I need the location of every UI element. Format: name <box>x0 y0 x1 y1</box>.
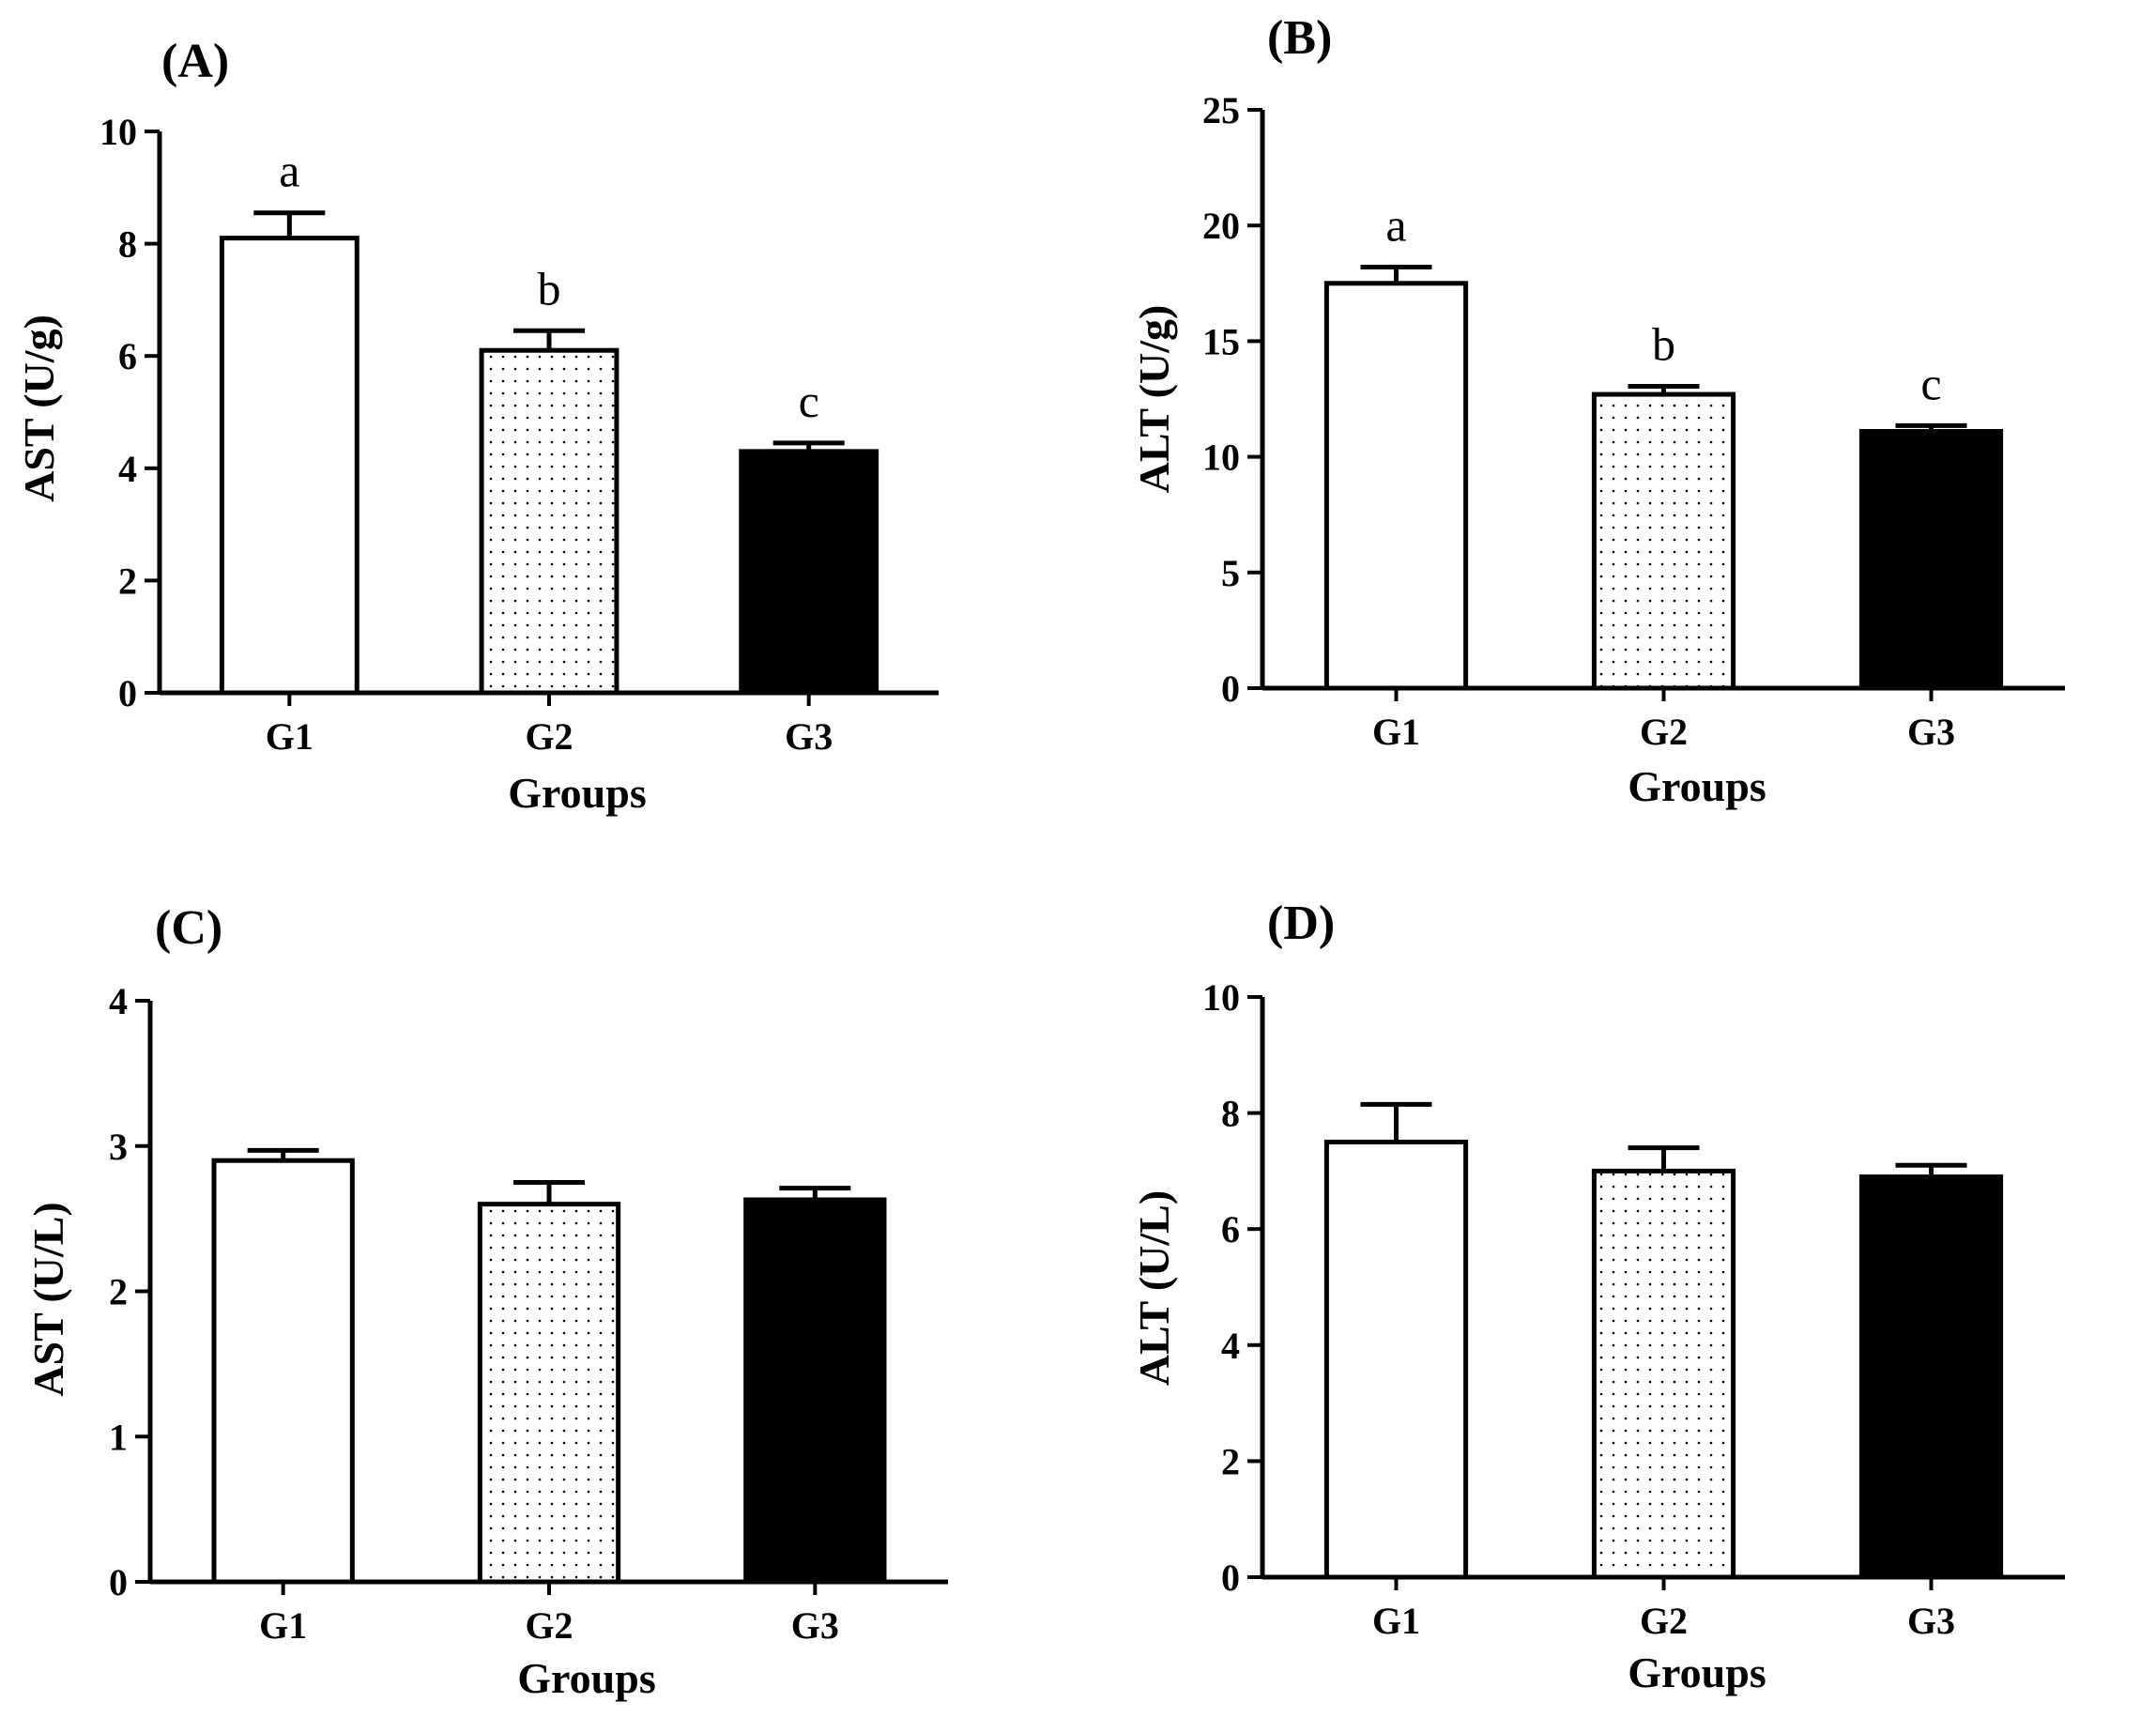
y-axis-title: AST (U/g) <box>15 314 63 502</box>
panel-a: G1 a G2 b G3 c 0 2 4 6 8 10 AST (U/g) Groups (A) <box>15 35 939 817</box>
y-axis-title: AST (U/L) <box>24 1202 72 1396</box>
y-axis-title: ALT (U/g) <box>1130 305 1178 494</box>
bar-g2 <box>479 347 619 696</box>
x-axis-title: Groups <box>1628 762 1766 810</box>
y-tick-label: 2 <box>109 1271 128 1313</box>
x-tick-label: G1 <box>259 1604 307 1647</box>
bar-g2 <box>1591 1168 1736 1580</box>
x-tick-label: G1 <box>266 715 313 758</box>
significance-label: c <box>1920 357 1941 409</box>
significance-label: b <box>538 262 561 314</box>
y-tick-label: 20 <box>1202 205 1240 247</box>
panel-b: G1 a G2 b G3 c 0 5 10 15 20 25 ALT (U/g) Groups (B) <box>1130 11 2065 810</box>
bar-g2 <box>477 1202 621 1585</box>
bar-g1 <box>1323 281 1469 691</box>
y-tick-label: 1 <box>109 1416 128 1458</box>
y-tick-label: 0 <box>1221 667 1240 710</box>
x-tick-label: G2 <box>525 1604 573 1647</box>
y-tick-label: 2 <box>118 560 137 602</box>
x-tick-label: G3 <box>791 1604 839 1647</box>
y-tick-label: 25 <box>1202 89 1240 131</box>
x-tick-label: G2 <box>1640 1600 1688 1642</box>
significance-label: a <box>279 145 299 197</box>
y-tick-label: 0 <box>118 672 137 714</box>
x-axis-title: Groups <box>517 1654 655 1702</box>
y-tick-label: 3 <box>109 1126 128 1168</box>
bar-g3 <box>743 1197 887 1585</box>
y-tick-label: 10 <box>99 111 137 153</box>
x-tick-label: G3 <box>1907 1600 1955 1642</box>
bar-g3 <box>739 449 879 696</box>
significance-label: a <box>1385 199 1406 252</box>
significance-label: c <box>799 375 819 427</box>
y-tick-label: 6 <box>1221 1208 1240 1250</box>
y-tick-label: 4 <box>1221 1325 1240 1367</box>
y-tick-label: 2 <box>1221 1440 1240 1482</box>
bar-g3 <box>1858 428 2004 691</box>
x-tick-label: G1 <box>1372 1600 1420 1642</box>
x-tick-label: G2 <box>1640 711 1688 753</box>
y-tick-label: 0 <box>109 1561 128 1603</box>
x-tick-label: G2 <box>525 715 573 758</box>
significance-label: b <box>1652 317 1675 370</box>
x-axis-title: Groups <box>508 769 646 817</box>
bar-g3 <box>1858 1174 2004 1580</box>
y-tick-label: 0 <box>1221 1557 1240 1599</box>
panel-c: G1 G2 G3 0 1 2 3 4 AST (U/L) Groups (C) <box>24 901 948 1702</box>
bar-g2 <box>1591 391 1736 691</box>
bar-g1 <box>211 1158 355 1585</box>
y-tick-label: 10 <box>1202 976 1240 1019</box>
y-tick-label: 5 <box>1221 552 1240 594</box>
x-tick-label: G3 <box>1907 711 1955 753</box>
x-tick-label: G1 <box>1372 711 1420 753</box>
panel-label: (B) <box>1267 11 1332 65</box>
panel-label: (D) <box>1267 897 1335 950</box>
y-tick-label: 15 <box>1202 320 1240 362</box>
bar-g1 <box>219 236 359 696</box>
y-tick-label: 10 <box>1202 437 1240 479</box>
y-axis-title: ALT (U/L) <box>1130 1190 1178 1386</box>
panel-label: (C) <box>155 901 222 955</box>
bar-g1 <box>1323 1140 1469 1580</box>
y-tick-label: 6 <box>118 335 137 377</box>
y-tick-label: 8 <box>118 223 137 266</box>
y-tick-label: 8 <box>1221 1093 1240 1135</box>
y-tick-label: 4 <box>109 980 128 1022</box>
panel-label: (A) <box>161 35 229 88</box>
panel-d: G1 G2 G3 0 2 4 6 8 10 ALT (U/L) Groups (D) <box>1130 897 2065 1696</box>
x-tick-label: G3 <box>785 715 833 758</box>
y-tick-label: 4 <box>118 448 137 490</box>
x-axis-title: Groups <box>1628 1649 1766 1696</box>
